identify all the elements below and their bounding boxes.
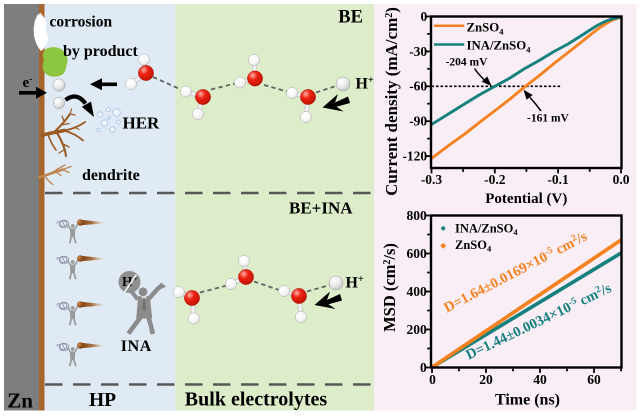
svg-text:e-: e- (23, 75, 33, 91)
svg-text:400: 400 (407, 284, 428, 299)
svg-text:corrosion: corrosion (50, 14, 113, 31)
svg-text:0: 0 (429, 372, 436, 387)
svg-text:40: 40 (533, 372, 547, 387)
svg-text:BE+INA: BE+INA (289, 199, 353, 218)
svg-text:0: 0 (420, 360, 427, 375)
svg-text:800: 800 (407, 208, 428, 223)
svg-text:-120: -120 (402, 149, 427, 164)
svg-text:BE: BE (338, 7, 363, 27)
svg-text:60: 60 (587, 372, 601, 387)
svg-text:Bulk electrolytes: Bulk electrolytes (185, 389, 328, 411)
svg-text:-161 mV: -161 mV (527, 113, 570, 125)
svg-text:ZnSO4: ZnSO4 (467, 21, 505, 37)
svg-text:INA: INA (121, 338, 152, 355)
svg-text:INA/ZnSO4: INA/ZnSO4 (455, 221, 518, 237)
svg-text:0.0: 0.0 (613, 172, 630, 187)
svg-text:-60: -60 (409, 79, 427, 94)
svg-text:0: 0 (420, 9, 427, 24)
svg-text:-0.2: -0.2 (484, 172, 506, 187)
svg-text:Time (ns): Time (ns) (495, 392, 560, 409)
svg-text:-0.1: -0.1 (547, 172, 569, 187)
svg-text:-0.3: -0.3 (421, 172, 443, 187)
svg-text:dendrite: dendrite (82, 167, 140, 184)
svg-text:INA/ZnSO4: INA/ZnSO4 (467, 38, 532, 54)
svg-text:200: 200 (407, 322, 428, 337)
svg-text:HP: HP (89, 390, 116, 411)
svg-text:-30: -30 (409, 44, 427, 59)
svg-text:20: 20 (479, 372, 493, 387)
svg-text:Zn: Zn (7, 388, 33, 412)
svg-text:Current density (mA/cm2): Current density (mA/cm2) (382, 7, 401, 196)
svg-text:-90: -90 (409, 114, 427, 129)
svg-text:-204 mV: -204 mV (446, 57, 489, 69)
svg-text:Potential (V): Potential (V) (485, 191, 567, 207)
svg-text:ZnSO4: ZnSO4 (455, 238, 492, 254)
svg-text:by product: by product (63, 43, 139, 60)
svg-text:600: 600 (407, 246, 428, 261)
svg-text:HER: HER (123, 114, 161, 133)
svg-text:MSD (cm2/s): MSD (cm2/s) (380, 243, 399, 332)
